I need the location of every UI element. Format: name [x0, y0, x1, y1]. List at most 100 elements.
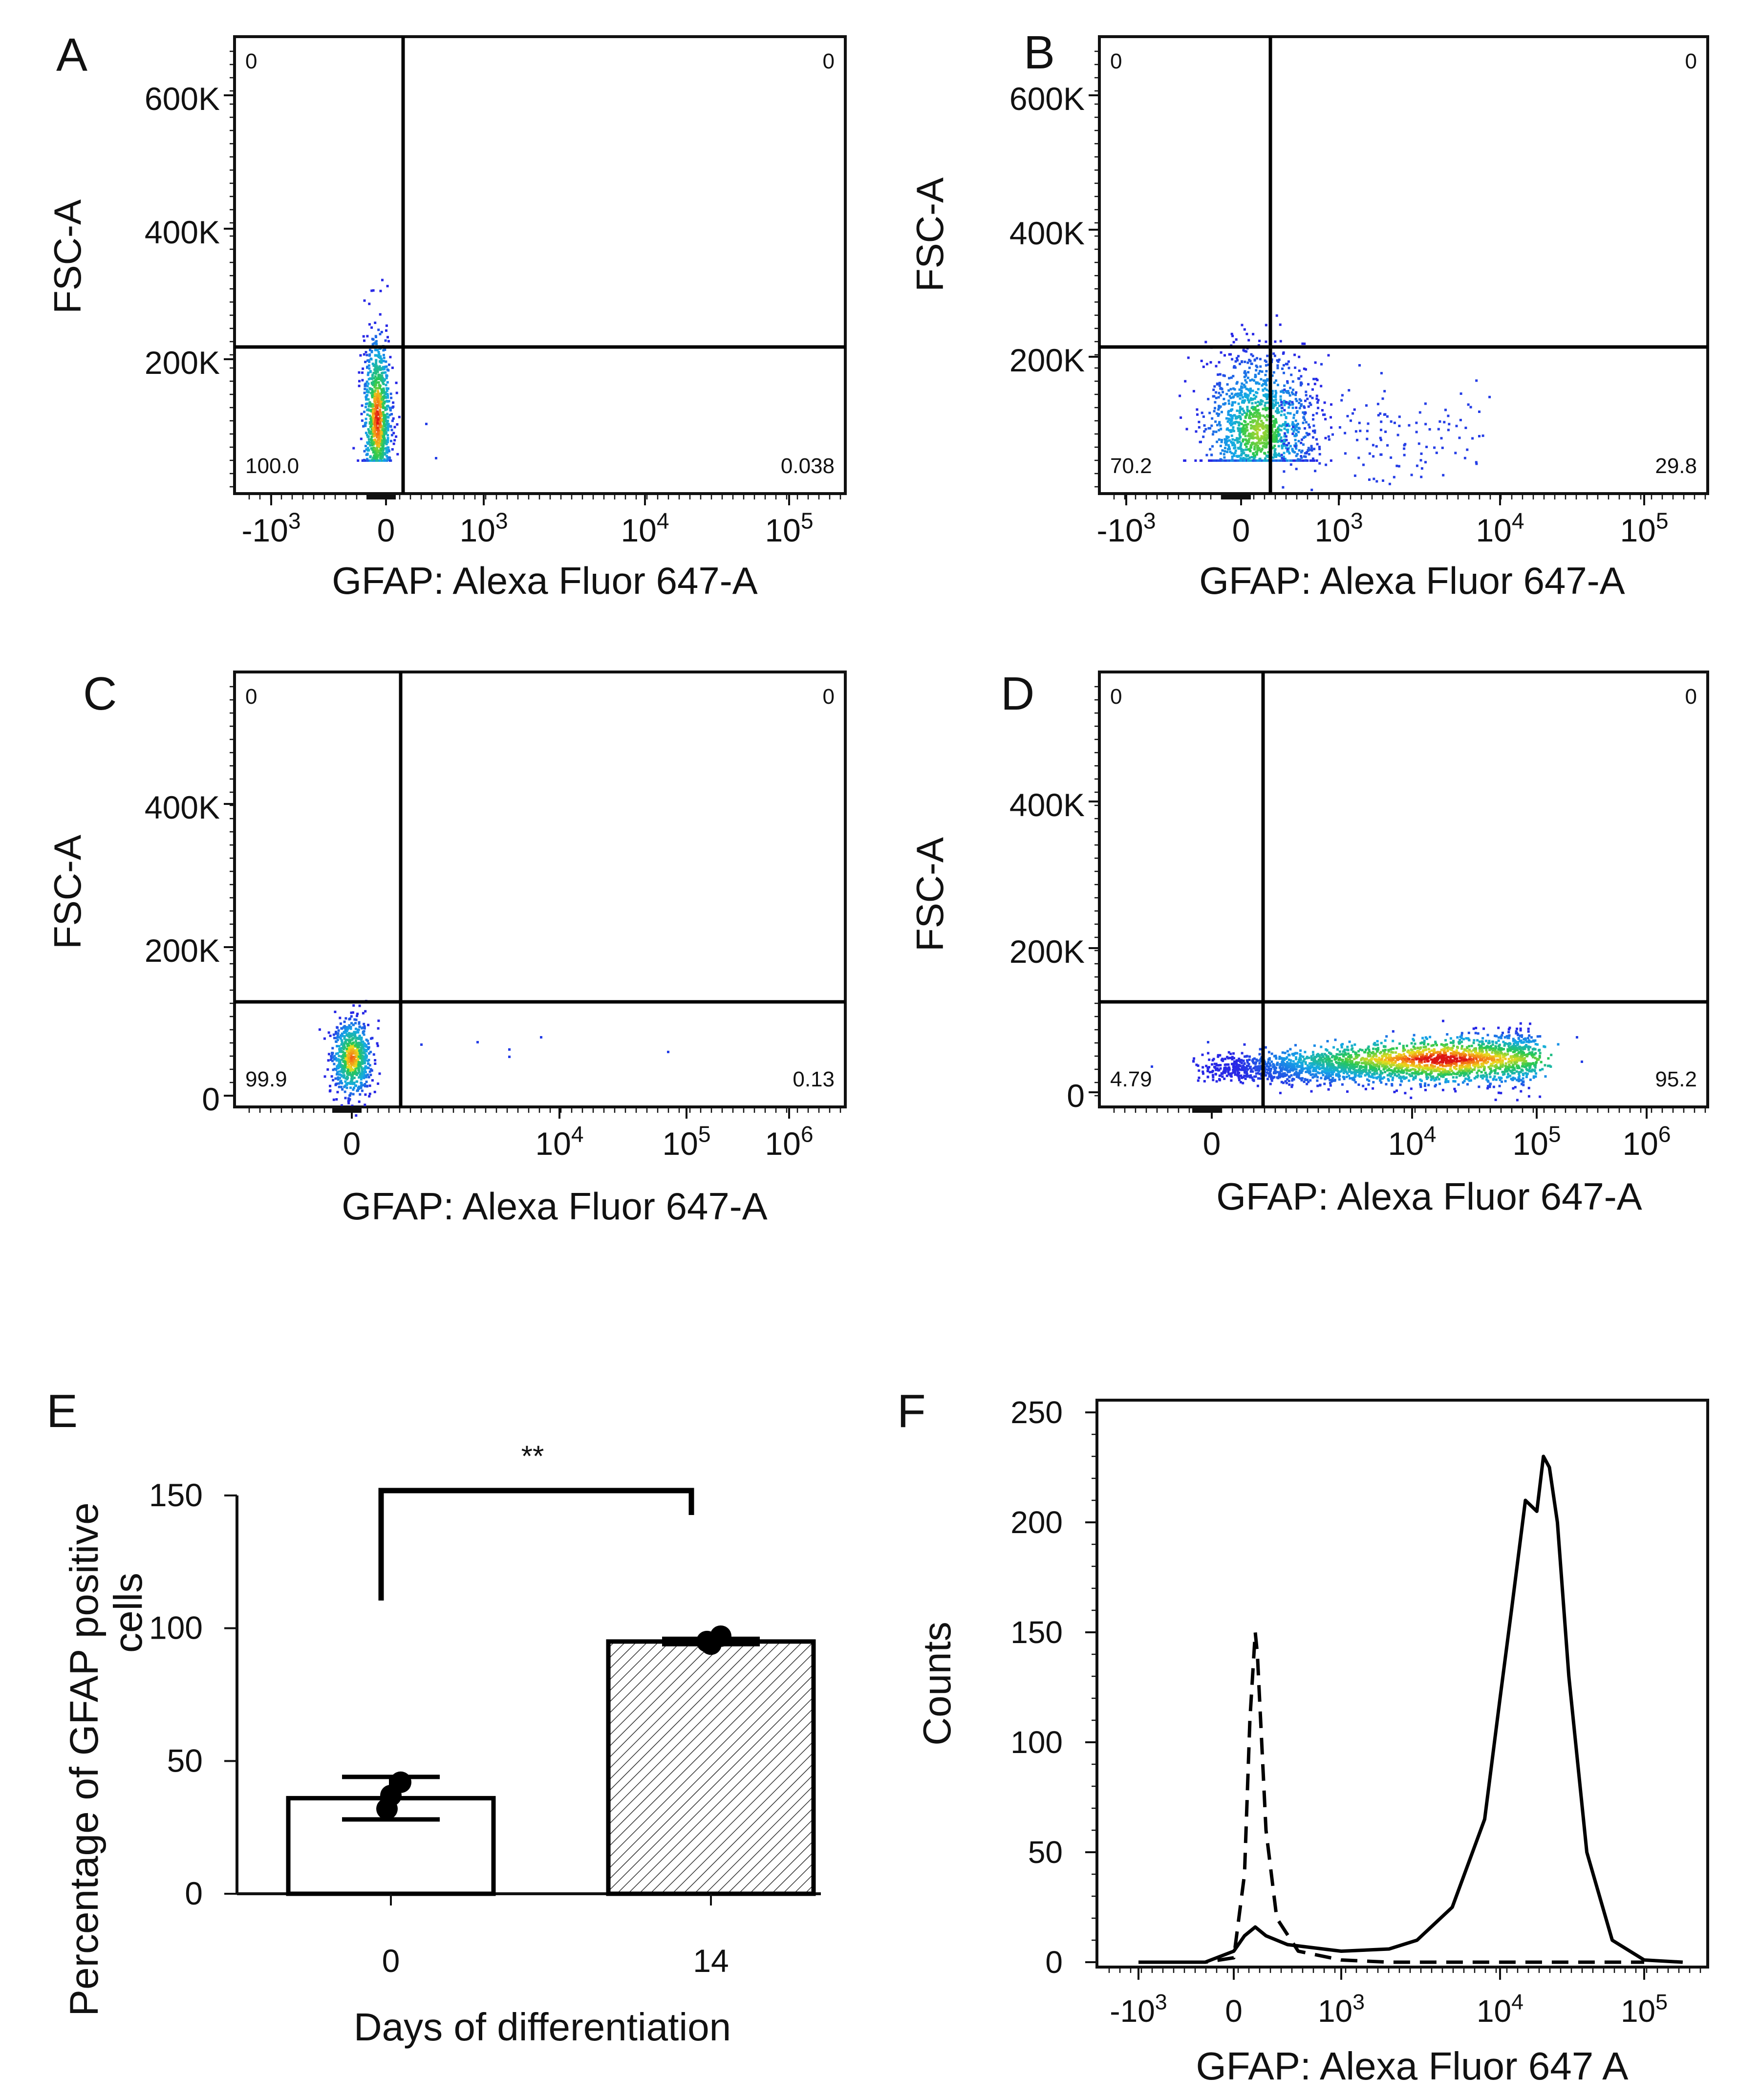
event-dot [1256, 451, 1258, 454]
event-dot [364, 361, 366, 363]
event-dot [1419, 1085, 1422, 1088]
event-dot [1222, 391, 1224, 393]
event-dot [1302, 459, 1304, 462]
event-dot [1498, 1037, 1500, 1039]
event-dot [508, 1048, 511, 1051]
event-dot [386, 390, 388, 392]
x-tick-label-b-exponent: 5 [1656, 508, 1669, 534]
event-dot [333, 1099, 335, 1101]
event-dot [1432, 1075, 1434, 1078]
event-dot [1384, 1039, 1387, 1042]
x-tick-label-a-base: 10 [765, 512, 800, 548]
event-dot [1528, 1067, 1531, 1069]
event-dot [369, 402, 371, 405]
event-dot [1279, 324, 1282, 326]
event-dot [1228, 395, 1231, 397]
event-dot [1507, 1045, 1510, 1047]
panel-letter-a: A [56, 29, 87, 81]
event-dot [1242, 396, 1244, 399]
event-dot [1296, 410, 1299, 412]
event-dot [1316, 1076, 1319, 1079]
event-dot [373, 434, 375, 437]
event-dot [1398, 1042, 1401, 1045]
event-dot [392, 417, 395, 420]
event-dot [1223, 403, 1225, 406]
event-dot [1328, 354, 1330, 357]
event-dot [1216, 412, 1218, 415]
event-dot [1340, 399, 1343, 402]
event-dot [331, 1075, 333, 1078]
event-dot [1390, 420, 1393, 423]
event-dot [365, 406, 367, 408]
event-dot [1272, 352, 1275, 355]
event-dot [374, 366, 377, 368]
event-dot [1507, 1031, 1510, 1033]
event-dot [1321, 409, 1324, 411]
event-dot [1429, 1036, 1431, 1039]
event-dot [1225, 393, 1228, 395]
event-dot [379, 421, 381, 423]
event-dot [1309, 395, 1311, 397]
event-dot [386, 405, 388, 408]
quadrant-bottom-right-a: 0.038 [781, 454, 835, 478]
y-tick-label-b: 600K [1009, 81, 1085, 117]
event-dot [1275, 434, 1278, 436]
event-dot [1438, 420, 1441, 423]
x-tick-label-a: -103 [241, 508, 300, 548]
event-dot [1224, 459, 1226, 462]
event-dot [358, 1064, 361, 1066]
event-dot [386, 400, 389, 403]
event-dot [356, 1054, 358, 1057]
event-dot [363, 411, 365, 413]
quadrant-bottom-right-c: 0.13 [793, 1067, 835, 1091]
event-dot [1263, 432, 1265, 434]
event-dot [1393, 476, 1395, 478]
event-dot [1265, 402, 1267, 404]
event-dot [1380, 421, 1382, 423]
event-dot [361, 371, 364, 374]
event-dot [1305, 421, 1308, 424]
event-dot [359, 1093, 361, 1096]
event-dot [1240, 444, 1242, 447]
event-dot [1218, 361, 1221, 364]
event-dot [1368, 1083, 1370, 1086]
event-dot [1362, 464, 1365, 466]
event-dot [1444, 1047, 1446, 1050]
event-dot [1248, 414, 1251, 417]
event-dot [373, 398, 376, 401]
event-dot [1502, 1071, 1504, 1073]
event-dot [377, 418, 379, 421]
y-tick-label-c: 0 [202, 1081, 220, 1117]
event-dot [1230, 459, 1232, 462]
event-dot [1308, 433, 1310, 435]
event-dot [344, 1063, 347, 1066]
event-dot [1239, 410, 1241, 412]
event-dot [338, 1048, 341, 1050]
event-dot [1223, 438, 1226, 441]
event-dot [1481, 1037, 1484, 1039]
event-dot [1291, 421, 1294, 424]
event-dot [348, 1094, 351, 1097]
event-dot [338, 1086, 341, 1088]
event-dot [339, 1017, 341, 1019]
event-dot [1254, 402, 1257, 404]
event-dot [1304, 459, 1307, 462]
event-dot [1414, 1042, 1416, 1045]
event-dot [375, 359, 377, 362]
event-dot [1237, 455, 1239, 458]
event-dot [1423, 1039, 1426, 1042]
y-axis-label-a: FSC-A [46, 199, 89, 314]
event-dot [384, 459, 386, 462]
event-dot [1249, 450, 1252, 453]
event-dot [1230, 452, 1233, 455]
event-dot [1308, 424, 1310, 426]
event-dot [1382, 397, 1384, 400]
y-tick-label-a: 600K [145, 81, 220, 117]
event-dot [375, 413, 377, 415]
event-dot [340, 1022, 342, 1025]
event-dot [1380, 372, 1383, 374]
event-dot [364, 1043, 366, 1045]
event-dot [1416, 465, 1418, 467]
event-dot [1353, 409, 1356, 411]
event-dot [1308, 453, 1310, 455]
